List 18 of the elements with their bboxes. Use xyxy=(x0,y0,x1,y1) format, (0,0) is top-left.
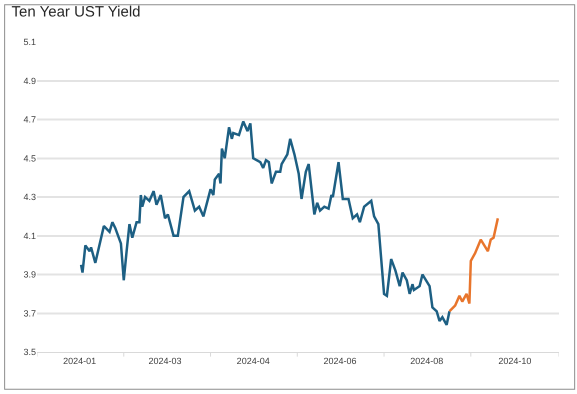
y-tick-label: 3.7 xyxy=(23,308,36,318)
line-series xyxy=(448,217,500,313)
y-tick-label: 4.3 xyxy=(23,192,36,202)
x-tick-label: 2024-08 xyxy=(410,356,444,366)
y-tick-label: 4.7 xyxy=(23,114,36,125)
y-tick-label: 3.5 xyxy=(23,347,36,358)
x-tick-label: 2024-01 xyxy=(63,356,96,366)
x-tick-label: 2024-03 xyxy=(148,356,182,366)
y-tick-label: 4.9 xyxy=(23,76,36,86)
y-tick-label: 4.5 xyxy=(23,153,36,164)
y-tick-label: 5.1 xyxy=(23,37,36,48)
y-tick-label: 4.1 xyxy=(23,230,36,241)
x-tick-label: 2024-04 xyxy=(236,356,270,366)
x-tick-label: 2024-06 xyxy=(323,356,356,366)
line-series xyxy=(80,120,451,326)
y-tick-label: 3.9 xyxy=(23,270,36,280)
chart-title: Ten Year UST Yield xyxy=(12,3,141,20)
x-tick-label: 2024-10 xyxy=(498,356,532,366)
